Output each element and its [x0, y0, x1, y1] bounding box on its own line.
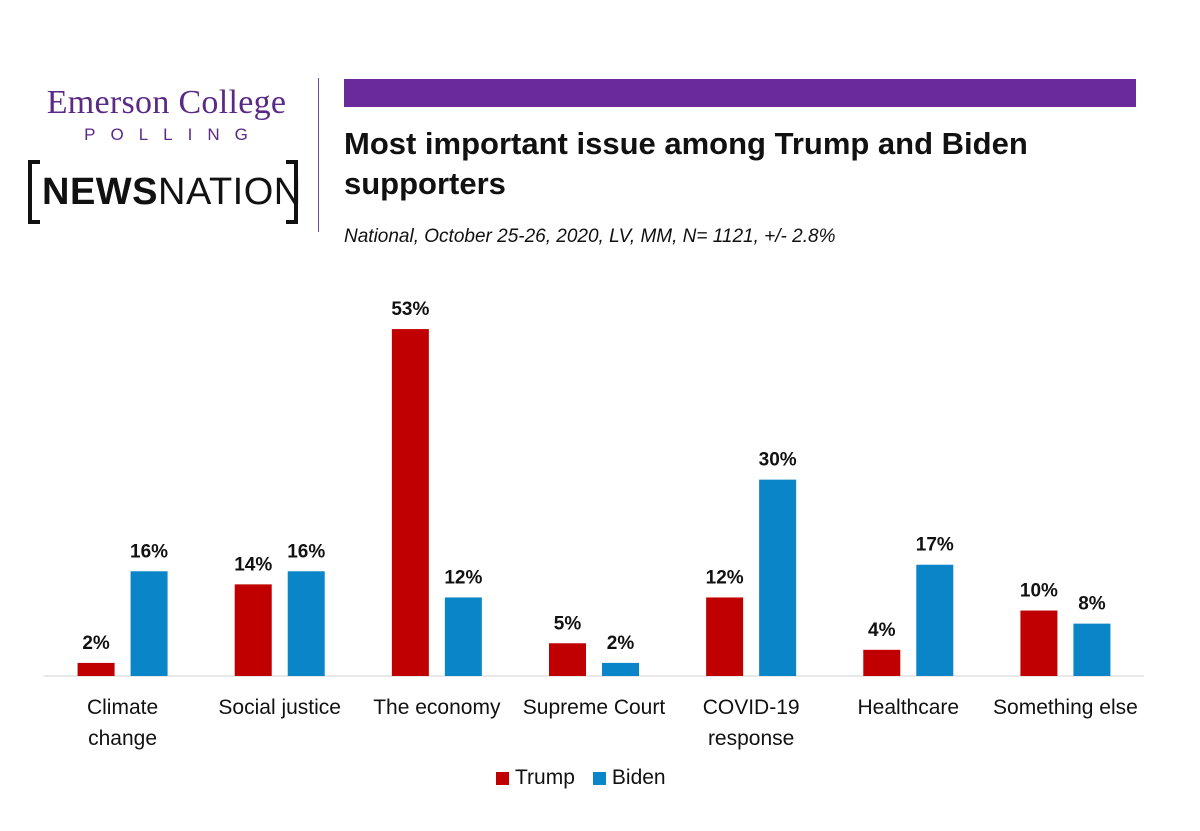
bar-trump-4: [706, 597, 744, 676]
chart-legend: Trump Biden: [496, 766, 684, 790]
bar-trump-3: [549, 643, 586, 676]
legend-label-biden: Biden: [611, 766, 666, 789]
bar-biden-4: [759, 479, 797, 676]
data-label-biden-4: 30%: [759, 450, 797, 471]
bracket-left: [28, 160, 40, 224]
bar-biden-0: [130, 571, 168, 676]
bar-trump-1: [234, 584, 272, 676]
bar-biden-2: [444, 597, 482, 676]
chart-title: Most important issue among Trump and Bid…: [344, 126, 1028, 201]
category-label-4-0: COVID-19: [703, 696, 800, 719]
bar-trump-5: [863, 649, 901, 676]
header-accent-bar: [344, 79, 1136, 107]
data-label-trump-6: 10%: [1020, 581, 1058, 602]
legend-swatch-biden: [592, 771, 606, 785]
data-label-trump-0: 2%: [82, 633, 110, 654]
legend-item-trump: Trump: [496, 766, 575, 790]
category-label-2-0: The economy: [373, 696, 501, 719]
category-label-4-1: response: [708, 727, 794, 750]
bar-trump-2: [391, 329, 429, 676]
data-label-trump-3: 5%: [554, 613, 582, 634]
newsnation-logo: NEWSNATION: [28, 160, 301, 224]
bar-biden-6: [1073, 623, 1111, 676]
bar-chart: 2% 16% Climate change 14% 16% Social justice 53…: [44, 299, 1144, 750]
category-label-0-0: Climate: [87, 696, 158, 719]
data-label-trump-5: 4%: [868, 620, 896, 641]
bracket-right: [286, 160, 298, 224]
category-label-6-0: Something else: [993, 696, 1138, 719]
emerson-college-logo: Emerson College: [46, 84, 287, 121]
bar-trump-0: [77, 662, 115, 676]
logo-block: Emerson College POLLING NEWSNATION: [24, 84, 309, 224]
bar-biden-1: [287, 571, 325, 676]
polling-wordmark: POLLING: [84, 125, 263, 144]
data-label-biden-2: 12%: [444, 567, 482, 588]
data-label-biden-0: 16%: [130, 541, 168, 562]
bar-trump-6: [1020, 610, 1058, 676]
data-label-biden-3: 2%: [607, 633, 635, 654]
data-label-biden-1: 16%: [287, 541, 325, 562]
category-label-5-0: Healthcare: [858, 696, 960, 719]
newsnation-wordmark: NEWSNATION: [42, 170, 302, 214]
data-label-biden-6: 8%: [1078, 594, 1106, 615]
header-divider: [318, 78, 319, 232]
category-label-3-0: Supreme Court: [523, 696, 666, 719]
legend-swatch-trump: [496, 771, 509, 785]
news-text: NEWS: [42, 171, 158, 213]
category-label-1-0: Social justice: [218, 696, 341, 719]
bar-biden-5: [916, 564, 954, 676]
legend-label-trump: Trump: [515, 766, 575, 789]
data-label-biden-5: 17%: [916, 535, 954, 556]
data-label-trump-1: 14%: [234, 554, 272, 575]
bar-biden-3: [602, 662, 639, 676]
nation-text: NATION: [158, 171, 302, 213]
chart-subtitle: National, October 25-26, 2020, LV, MM, N…: [344, 226, 836, 247]
category-label-0-1: change: [88, 727, 157, 750]
data-label-trump-2: 53%: [391, 299, 429, 320]
data-label-trump-4: 12%: [706, 567, 744, 588]
legend-item-biden: Biden: [592, 766, 666, 790]
